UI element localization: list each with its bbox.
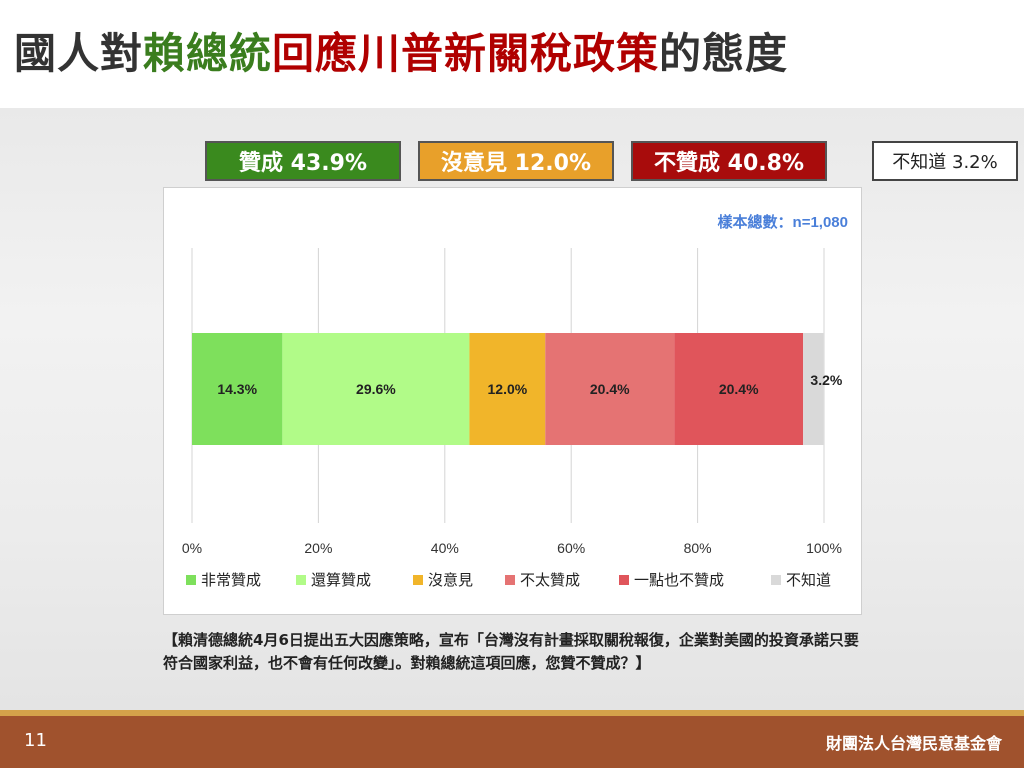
summary-agree-box: 贊成 43.9% bbox=[205, 141, 401, 181]
title-part-1: 國人對 bbox=[14, 29, 144, 78]
legend-swatch bbox=[186, 575, 196, 585]
bar-segment bbox=[192, 333, 283, 445]
legend-label: 非常贊成 bbox=[201, 571, 261, 589]
legend-swatch bbox=[296, 575, 306, 585]
summary-disagree-box: 不贊成 40.8% bbox=[631, 141, 827, 181]
x-tick-label: 80% bbox=[684, 540, 712, 556]
legend-label: 沒意見 bbox=[428, 571, 473, 589]
page-number: 11 bbox=[24, 730, 47, 751]
data-label: 20.4% bbox=[590, 381, 630, 397]
x-tick-label: 0% bbox=[182, 540, 202, 556]
data-label: 29.6% bbox=[356, 381, 396, 397]
x-tick-label: 100% bbox=[806, 540, 842, 556]
data-label: 20.4% bbox=[719, 381, 759, 397]
legend-label: 不知道 bbox=[786, 571, 831, 589]
summary-unknown-box: 不知道 3.2% bbox=[872, 141, 1018, 181]
legend-label: 不太贊成 bbox=[520, 571, 580, 589]
bar-segment bbox=[674, 333, 804, 445]
data-label: 14.3% bbox=[217, 381, 257, 397]
data-label: 3.2% bbox=[810, 372, 842, 388]
survey-question: 【賴清德總統4月6日提出五大因應策略，宣布「台灣沒有計畫採取關稅報復，企業對美國… bbox=[163, 631, 859, 672]
organization-name: 財團法人台灣民意基金會 bbox=[825, 734, 1002, 753]
bar-segment bbox=[469, 333, 546, 445]
legend-label: 還算贊成 bbox=[311, 571, 371, 589]
legend-swatch bbox=[619, 575, 629, 585]
chart-frame: 樣本總數：n=1,080 14.3% 29.6% 12.0% 20.4% 20.4% 3.… bbox=[163, 187, 862, 615]
bar-segment bbox=[803, 333, 824, 445]
footer-stripe bbox=[0, 710, 1024, 716]
title-part-3: 回應川普新關稅政策 bbox=[272, 29, 660, 78]
legend-label: 一點也不贊成 bbox=[634, 571, 724, 589]
page-title: 國人對賴總統回應川普新關稅政策的態度 bbox=[14, 22, 788, 86]
x-tick-label: 20% bbox=[304, 540, 332, 556]
sample-size-note: 樣本總數：n=1,080 bbox=[718, 213, 848, 231]
legend-swatch bbox=[771, 575, 781, 585]
bar-segment bbox=[282, 333, 470, 445]
legend-swatch bbox=[505, 575, 515, 585]
stacked-bar-chart: 樣本總數：n=1,080 14.3% 29.6% 12.0% 20.4% 20.4% 3.… bbox=[182, 213, 848, 589]
summary-no-opinion-box: 沒意見 12.0% bbox=[418, 141, 614, 181]
x-tick-label: 40% bbox=[431, 540, 459, 556]
title-part-4: 的態度 bbox=[659, 29, 789, 78]
title-part-2: 賴總統 bbox=[143, 29, 273, 78]
x-tick-label: 60% bbox=[557, 540, 585, 556]
data-label: 12.0% bbox=[488, 381, 528, 397]
bar-segment bbox=[545, 333, 675, 445]
legend-swatch bbox=[413, 575, 423, 585]
footer-bar bbox=[0, 710, 1024, 768]
